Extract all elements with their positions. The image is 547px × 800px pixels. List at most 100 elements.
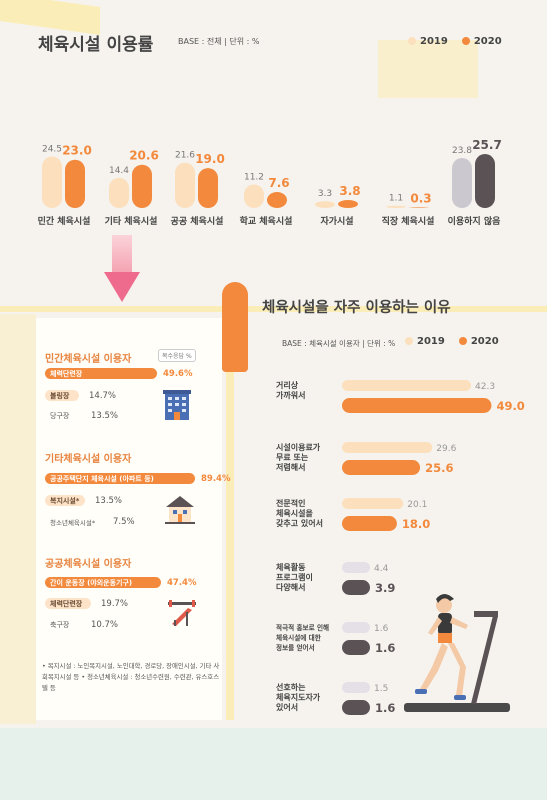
group1-row0: 공공주택단지 체육시설 (아파트 등) 89.4%: [45, 472, 231, 485]
right-legend: 2019 2020: [405, 336, 499, 347]
right-value-2019: 4.4: [374, 564, 389, 574]
right-category-label: 저렴해서: [276, 462, 305, 472]
legend-label-2019: 2019: [420, 36, 448, 47]
decor-yellow-ladder: [378, 40, 478, 98]
top-bar-2019: [315, 201, 335, 208]
group2-row2-value: 10.7%: [91, 619, 119, 630]
group2-row0: 간이 운동장 (야외운동기구) 47.4%: [45, 576, 197, 589]
top-value-2019: 3.3: [318, 189, 332, 199]
top-category-label: 자가시설: [320, 215, 353, 227]
group1-row1-value: 13.5%: [95, 495, 123, 506]
group1-row2-value: 7.5%: [113, 516, 135, 527]
right-bar-2019: [342, 498, 404, 509]
right-value-2019: 42.3: [475, 382, 495, 392]
right-category-label: 프로그램이: [276, 572, 313, 582]
down-arrow-icon: [104, 272, 140, 302]
right-bar-2019: [342, 442, 433, 453]
right-bar-2020: [342, 516, 397, 531]
right-value-2020: 3.9: [375, 581, 395, 595]
top-base-note: BASE : 전체 | 단위 : %: [178, 37, 260, 46]
group2-row2-label: 축구장: [50, 620, 70, 629]
group0-row1: 볼링장 14.7%: [45, 389, 116, 402]
right-category-label: 체육지도자가: [276, 692, 321, 702]
top-bar-2019: [42, 156, 62, 208]
right-value-2020: 18.0: [402, 517, 430, 531]
top-bar-2019: [244, 184, 264, 208]
decor-orange-flag: [222, 282, 248, 372]
group0-row0: 체력단련장 49.6%: [45, 367, 193, 380]
right-base-note: BASE : 체육시설 이용자 | 단위 : %: [282, 339, 396, 348]
right-category-label: 정보를 얻어서: [276, 643, 315, 652]
group2-row0-value: 47.4%: [167, 577, 197, 588]
right-category-label: 선호하는: [276, 682, 306, 692]
top-bar-2019: [386, 205, 406, 208]
top-bar-chart: 24.5 23.0 민간 체육시설 14.420.6 기타 체육시설 21.6 19.0 공공…: [38, 138, 502, 227]
house-icon: [165, 496, 195, 524]
decor-yellow-divider: [0, 306, 547, 312]
right-chart-title: 체육시설을 자주 이용하는 이유: [262, 300, 451, 316]
right-category-label: 갖추고 있어서: [276, 518, 323, 528]
top-bar-2020: [198, 168, 218, 208]
right-bar-2020: [342, 580, 370, 595]
group0-row0-bar: 체력단련장: [45, 368, 157, 379]
top-value-2020: 25.7: [472, 138, 502, 152]
right-value-2019: 29.6: [436, 444, 456, 454]
building-icon: [163, 390, 191, 420]
top-category-label: 이용하지 않음: [448, 215, 501, 227]
top-value-2019: 1.1: [389, 194, 403, 204]
top-value-2020: 23.0: [62, 144, 92, 158]
group-title-private: 민간체육시설 이용자: [45, 354, 132, 365]
top-value-2019: 14.4: [109, 166, 129, 176]
group0-row2-label: 당구장: [50, 411, 70, 420]
right-value-2019: 1.6: [374, 624, 389, 634]
right-legend-item-2020: 2020: [458, 336, 499, 347]
right-category-label: 다양해서: [276, 582, 305, 592]
group0-row0-value: 49.6%: [163, 368, 193, 379]
right-bar-2019: [342, 682, 370, 693]
right-legend-item-2019: 2019: [405, 336, 445, 347]
legend-item-2020: 2020: [461, 36, 502, 47]
top-bar-2019: [452, 158, 472, 208]
group0-row2: 당구장 13.5%: [45, 409, 118, 422]
right-bar-2019: [342, 380, 472, 391]
right-legend-label-2020: 2020: [470, 336, 499, 347]
group0-row2-value: 13.5%: [91, 410, 119, 421]
group-title-other: 기타체육시설 이용자: [45, 454, 132, 465]
footnote: • 복지시설 : 노인복지시설, 노인대학, 경로당, 장애인시설, 기타 사회…: [42, 662, 220, 692]
right-bar-2020: [342, 398, 492, 413]
group2-row0-bar: 간이 운동장 (야외운동기구): [45, 577, 161, 588]
right-value-2019: 20.1: [407, 500, 427, 510]
top-value-2020: 20.6: [129, 149, 159, 163]
top-bar-2020: [65, 159, 85, 208]
right-category-label: 가까워서: [276, 390, 305, 400]
group2-row2: 축구장 10.7%: [45, 618, 118, 631]
top-bar-2019: [109, 177, 129, 208]
right-category-label: 체육시설을: [276, 508, 313, 518]
right-category-label: 전문적인: [276, 498, 305, 508]
right-bar-2019: [342, 622, 370, 633]
right-value-2020: 49.0: [496, 399, 524, 413]
right-category-label: 적극적 홍보로 인해: [276, 623, 329, 632]
top-category-label: 직장 체육시설: [382, 215, 435, 227]
legend-item-2019: 2019: [408, 36, 448, 47]
right-bar-2020: [342, 460, 421, 475]
group2-row1: 체력단련장 19.7%: [45, 597, 128, 610]
top-chart-title: 체육시설 이용률: [38, 35, 154, 55]
right-bar-2020: [342, 640, 370, 655]
right-category-label: 체육활동: [276, 562, 306, 572]
decor-yellow-band: [0, 314, 36, 724]
top-bar-2020: [409, 207, 429, 208]
group1-row0-bar: 공공주택단지 체육시설 (아파트 등): [45, 473, 195, 484]
right-value-2020: 25.6: [425, 461, 453, 475]
top-bar-2020: [267, 192, 287, 208]
right-bar-2019: [342, 562, 370, 573]
group1-row2-label: 청소년체육시설*: [50, 518, 96, 527]
top-legend: 2019 2020: [408, 36, 502, 47]
decor-mint-bottom: [0, 728, 547, 800]
right-category-label: 무료 또는: [276, 453, 309, 462]
multi-response-note: 복수응답 %: [158, 349, 196, 362]
right-category-label: 체육시설에 대한: [276, 633, 321, 642]
right-value-2020: 1.6: [375, 641, 395, 655]
top-value-2019: 23.8: [452, 146, 472, 156]
